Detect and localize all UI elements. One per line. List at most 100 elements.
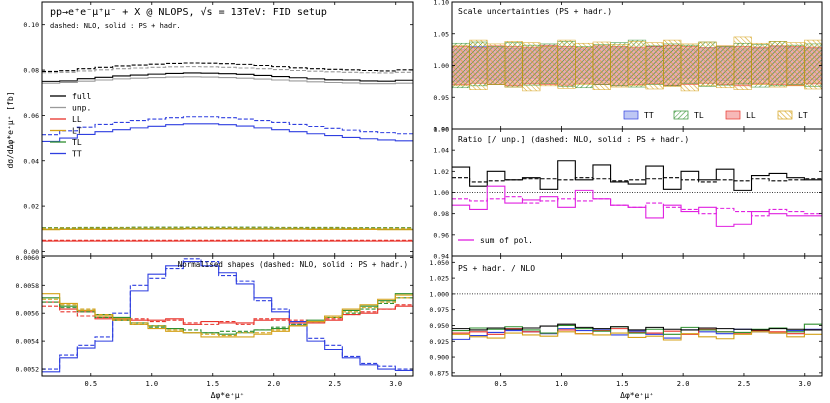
shape-series-group xyxy=(42,258,413,373)
psnlo-ytick-label: 0.900 xyxy=(429,354,449,362)
shape-series-tt-dashed xyxy=(42,258,413,370)
scale-band-lt xyxy=(522,42,541,92)
main-series-group xyxy=(42,62,413,242)
scale-band-lt xyxy=(627,41,647,87)
shape-ytick-label: 0.0054 xyxy=(16,338,40,346)
psnlo-ytick-label: 0.975 xyxy=(429,306,449,314)
psnlo-xtick-label: 1.0 xyxy=(555,380,568,388)
main-series-full-solid xyxy=(42,72,413,82)
ratio-title: Ratio [/ unp.] (dashed: NLO, solid : PS … xyxy=(458,135,689,144)
main-series-unp-solid xyxy=(42,76,413,85)
scale-band-lt xyxy=(751,42,770,85)
main-ylabel: dσ/dΔφ*e⁺μ⁺ [fb] xyxy=(6,91,15,168)
scale-legend-label: TT xyxy=(644,111,654,120)
main-ytick-label: 0.04 xyxy=(23,157,39,165)
ratio-series-group xyxy=(452,160,822,227)
scale-band-lt xyxy=(715,45,735,89)
shape-series-lt-dashed xyxy=(42,297,413,337)
ratio-ytick-label: 0.98 xyxy=(433,210,449,218)
ratio-series-sumofpol-dashed xyxy=(452,196,822,217)
scale-legend-swatch xyxy=(623,110,639,120)
scale-legend-swatch xyxy=(725,110,741,120)
scale-band-lt xyxy=(680,43,699,92)
scale-legend-label: LL xyxy=(746,111,756,120)
main-legend-label: LL xyxy=(72,115,82,124)
shape-frame xyxy=(41,255,414,377)
shape-title: Normalised shapes (dashed: NLO, solid : … xyxy=(178,260,408,269)
scale-band-lt xyxy=(768,41,788,88)
main-legend-label: LT xyxy=(72,127,82,136)
scale-bands xyxy=(452,36,822,92)
ratio-series-full-solid xyxy=(452,160,822,191)
ratio-ytick-label: 1.04 xyxy=(433,147,449,155)
shape-xtick-label: 1.0 xyxy=(145,380,158,388)
scale-legend-swatch xyxy=(673,110,689,120)
main-frame xyxy=(41,1,414,257)
main-ytick-label: 0.10 xyxy=(23,21,39,29)
main-title: pp→e⁺e⁻μ⁺μ⁻ + X @ NLOPS, √s = 13TeV: FID… xyxy=(50,6,327,18)
scale-band-lt xyxy=(592,41,611,90)
scale-band-lt xyxy=(486,43,506,85)
scale-band-lt xyxy=(557,39,576,89)
shape-ytick-label: 0.0052 xyxy=(16,366,40,374)
psnlo-frame xyxy=(451,255,823,377)
shape-series-tt-solid xyxy=(42,261,413,373)
scale-ytick-label: 1.05 xyxy=(433,30,449,38)
scale-band-lt xyxy=(575,42,594,85)
main-ytick-label: 0.02 xyxy=(23,203,39,211)
psnlo-series-lt-solid xyxy=(452,331,822,341)
shape-series-lt-solid xyxy=(42,293,413,338)
scale-band-lt xyxy=(504,41,523,88)
ratio-ytick-label: 1.02 xyxy=(433,168,449,176)
shape-xtick-label: 2.5 xyxy=(328,380,341,388)
scale-band-lt xyxy=(698,41,717,87)
shape-ytick-label: 0.0060 xyxy=(16,254,40,262)
psnlo-ytick-label: 1.000 xyxy=(429,290,449,298)
psnlo-ytick-label: 1.050 xyxy=(429,259,449,267)
psnlo-xtick-label: 2.0 xyxy=(677,380,690,388)
psnlo-series-ll-solid xyxy=(452,328,822,335)
shape-series-tl-solid xyxy=(42,293,413,335)
shape-xlabel: Δφ*e⁺μ⁺ xyxy=(211,391,245,400)
ratio-legend-label: sum of pol. xyxy=(480,236,533,245)
scale-ytick-label: 1.00 xyxy=(433,62,449,70)
scale-band-lt xyxy=(804,39,822,90)
psnlo-series-full-solid xyxy=(452,323,822,331)
scale-ytick-label: 0.90 xyxy=(433,126,449,134)
psnlo-ytick-label: 1.025 xyxy=(429,275,449,283)
ratio-ytick-label: 0.96 xyxy=(433,231,449,239)
shape-ytick-label: 0.0058 xyxy=(16,282,40,290)
scale-legend-label: LT xyxy=(798,111,808,120)
scale-ytick-label: 0.95 xyxy=(433,94,449,102)
shape-xtick-label: 3.0 xyxy=(389,380,402,388)
scale-band-lt xyxy=(610,44,629,88)
psnlo-ytick-label: 0.925 xyxy=(429,338,449,346)
main-ytick-label: 0.00 xyxy=(23,248,39,256)
main-series-tt-dashed xyxy=(42,116,413,136)
scale-title: Scale uncertainties (PS + hadr.) xyxy=(458,7,612,16)
main-legend-label: TT xyxy=(72,150,82,159)
psnlo-xtick-label: 0.5 xyxy=(494,380,507,388)
main-ytick-label: 0.06 xyxy=(23,112,39,120)
ratio-series-full-dashed xyxy=(452,177,822,183)
main-legend-label: TL xyxy=(72,138,82,147)
ratio-ytick-label: 0.94 xyxy=(433,253,449,261)
main-series-unp-dashed xyxy=(42,66,413,74)
main-series-full-dashed xyxy=(42,62,413,72)
psnlo-xtick-label: 3.0 xyxy=(798,380,811,388)
psnlo-title: PS + hadr. / NLO xyxy=(458,264,535,273)
scale-legend-label: TL xyxy=(694,111,704,120)
scale-band-lt xyxy=(469,39,488,90)
main-series-tt-solid xyxy=(42,123,413,143)
shape-xtick-label: 1.5 xyxy=(206,380,219,388)
main-ytick-label: 0.08 xyxy=(23,67,39,75)
scale-legend-swatch xyxy=(777,110,793,120)
shape-series-tl-dashed xyxy=(42,297,413,334)
psnlo-series-group xyxy=(452,323,822,341)
psnlo-ytick-label: 0.875 xyxy=(429,369,449,377)
psnlo-xlabel: Δφ*e⁺μ⁺ xyxy=(620,391,654,400)
scale-ytick-label: 1.10 xyxy=(433,0,449,7)
ratio-ytick-label: 1.00 xyxy=(433,189,449,197)
main-series-lt-solid xyxy=(42,228,413,231)
